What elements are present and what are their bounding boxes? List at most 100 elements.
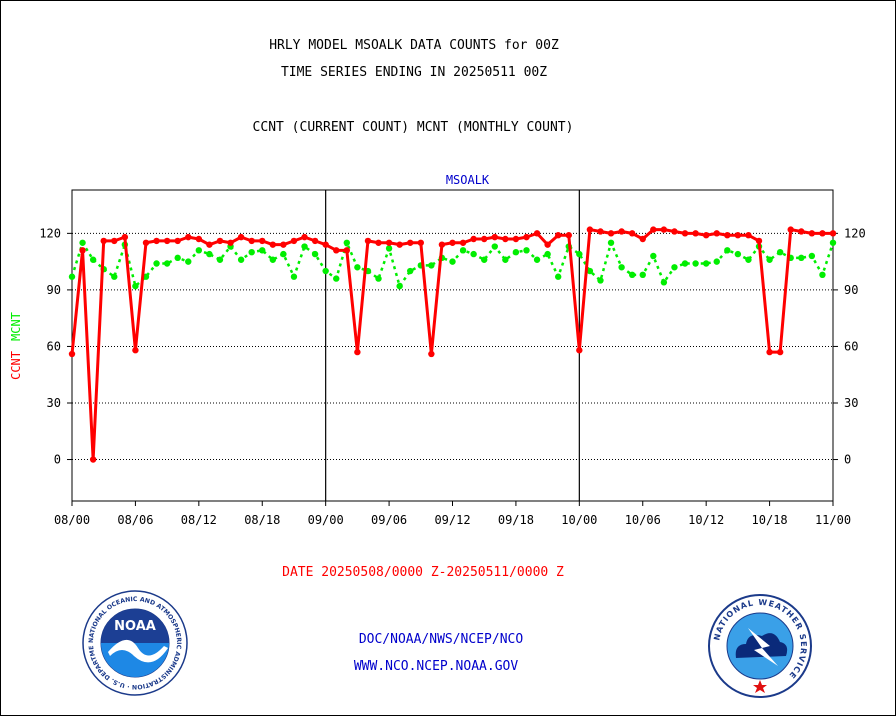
data-point-ccnt bbox=[417, 239, 424, 246]
data-point-ccnt bbox=[523, 233, 530, 241]
y-tick-label-left: 120 bbox=[39, 226, 61, 240]
data-point-mcnt bbox=[407, 267, 414, 275]
data-point-ccnt bbox=[79, 247, 86, 254]
data-point-mcnt bbox=[248, 249, 255, 256]
data-point-ccnt bbox=[354, 348, 361, 356]
data-point-mcnt bbox=[385, 245, 393, 252]
data-point-ccnt bbox=[597, 228, 604, 235]
x-tick-label: 08/12 bbox=[181, 513, 217, 527]
data-point-mcnt bbox=[290, 273, 298, 280]
data-point-ccnt bbox=[407, 239, 414, 246]
data-point-mcnt bbox=[776, 249, 784, 256]
data-point-ccnt bbox=[459, 239, 467, 246]
y-tick-label-right: 30 bbox=[844, 396, 858, 410]
data-point-mcnt bbox=[280, 250, 287, 258]
data-point-ccnt bbox=[195, 235, 203, 243]
data-point-mcnt bbox=[375, 275, 382, 282]
y-axis-label-ccnt: CCNT bbox=[9, 351, 23, 380]
data-point-mcnt bbox=[333, 275, 340, 282]
data-point-ccnt bbox=[132, 347, 139, 354]
data-point-mcnt bbox=[829, 239, 837, 246]
data-point-mcnt bbox=[702, 260, 710, 267]
data-point-ccnt bbox=[650, 226, 657, 233]
data-point-mcnt bbox=[449, 258, 456, 265]
data-point-ccnt bbox=[734, 232, 742, 239]
data-point-ccnt bbox=[671, 228, 678, 235]
data-point-mcnt bbox=[301, 243, 308, 250]
x-tick-label: 08/00 bbox=[54, 513, 90, 527]
data-point-ccnt bbox=[438, 241, 446, 248]
data-point-mcnt bbox=[808, 252, 816, 260]
website-link[interactable]: WWW.NCO.NCEP.NOAA.GOV bbox=[353, 659, 519, 674]
data-point-mcnt bbox=[576, 250, 583, 258]
data-point-ccnt bbox=[660, 226, 668, 233]
data-point-ccnt bbox=[618, 228, 625, 235]
data-point-mcnt bbox=[79, 239, 86, 246]
data-point-ccnt bbox=[724, 232, 731, 239]
data-point-ccnt bbox=[100, 237, 107, 245]
data-point-mcnt bbox=[185, 258, 192, 265]
data-point-mcnt bbox=[607, 239, 615, 246]
y-tick-label-right: 60 bbox=[844, 339, 858, 353]
data-point-ccnt bbox=[808, 230, 816, 237]
data-point-ccnt bbox=[544, 241, 551, 248]
data-point-ccnt bbox=[121, 233, 129, 241]
data-point-mcnt bbox=[650, 252, 657, 260]
data-point-ccnt bbox=[533, 230, 541, 237]
y-tick-label-left: 60 bbox=[47, 339, 61, 353]
data-point-mcnt bbox=[766, 256, 773, 263]
x-tick-label: 09/18 bbox=[498, 513, 534, 527]
data-point-ccnt bbox=[269, 241, 277, 248]
data-point-ccnt bbox=[681, 230, 689, 237]
data-point-ccnt bbox=[470, 235, 477, 243]
noaa-logo[interactable]: NATIONAL OCEANIC AND ATMOSPHERIC ADMINIS… bbox=[82, 590, 188, 696]
data-point-mcnt bbox=[195, 247, 203, 254]
data-point-ccnt bbox=[565, 232, 572, 239]
nws-logo[interactable]: NATIONAL WEATHER SERVICE bbox=[708, 594, 812, 698]
data-point-mcnt bbox=[470, 250, 477, 258]
chart-title-line2: TIME SERIES ENDING IN 20250511 00Z bbox=[280, 65, 548, 80]
data-point-mcnt bbox=[745, 256, 752, 263]
data-point-ccnt bbox=[174, 237, 181, 245]
data-point-mcnt bbox=[713, 258, 720, 265]
data-point-mcnt bbox=[428, 262, 435, 269]
data-point-ccnt bbox=[755, 237, 763, 245]
data-point-mcnt bbox=[163, 260, 171, 267]
data-point-mcnt bbox=[269, 256, 277, 263]
data-point-ccnt bbox=[375, 239, 382, 246]
data-point-mcnt bbox=[554, 273, 562, 280]
data-point-ccnt bbox=[111, 237, 118, 245]
data-point-ccnt bbox=[153, 237, 160, 245]
y-tick-label-left: 30 bbox=[47, 396, 61, 410]
y-tick-label-right: 90 bbox=[844, 283, 858, 297]
data-point-ccnt bbox=[89, 456, 97, 463]
data-point-mcnt bbox=[153, 260, 160, 267]
data-point-mcnt bbox=[671, 264, 678, 271]
org-path-link[interactable]: DOC/NOAA/NWS/NCEP/NCO bbox=[358, 632, 524, 647]
data-point-ccnt bbox=[68, 350, 76, 358]
x-tick-label: 10/00 bbox=[561, 513, 597, 527]
data-point-mcnt bbox=[734, 250, 742, 258]
data-point-mcnt bbox=[89, 256, 97, 263]
data-point-ccnt bbox=[702, 232, 710, 239]
y-tick-label-left: 0 bbox=[54, 453, 61, 467]
data-point-mcnt bbox=[639, 271, 646, 279]
data-point-mcnt bbox=[618, 264, 625, 271]
data-point-mcnt bbox=[311, 250, 319, 258]
data-point-mcnt bbox=[502, 256, 509, 263]
data-point-ccnt bbox=[385, 239, 393, 246]
data-point-ccnt bbox=[554, 232, 562, 239]
x-tick-label: 10/18 bbox=[752, 513, 788, 527]
data-point-mcnt bbox=[597, 277, 604, 284]
data-point-ccnt bbox=[491, 233, 498, 241]
data-point-ccnt bbox=[311, 237, 319, 245]
data-point-mcnt bbox=[692, 260, 699, 267]
data-point-ccnt bbox=[259, 237, 266, 245]
data-point-ccnt bbox=[502, 235, 509, 243]
data-point-ccnt bbox=[576, 347, 583, 354]
data-point-ccnt bbox=[713, 230, 720, 237]
data-point-ccnt bbox=[745, 232, 752, 239]
data-point-mcnt bbox=[628, 271, 636, 279]
data-point-ccnt bbox=[163, 237, 171, 245]
